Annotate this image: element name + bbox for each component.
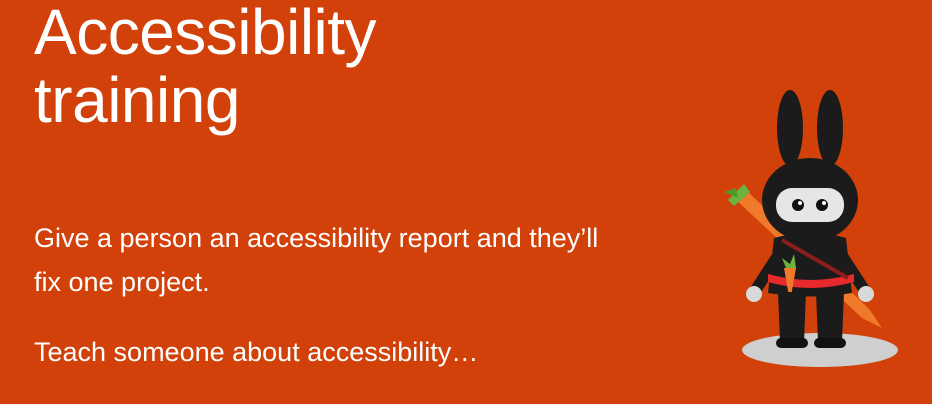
teaser-paragraph: Teach someone about accessibility…	[34, 337, 479, 367]
title-line-2: training	[34, 64, 240, 136]
ninja-bunny-mascot-icon	[724, 90, 898, 367]
intro-line-2: fix one project.	[34, 267, 210, 297]
title-line-1: Accessibility	[34, 0, 377, 68]
page-title: Accessibility training	[34, 0, 594, 134]
intro-line-1: Give a person an accessibility report an…	[34, 223, 599, 253]
intro-paragraph: Give a person an accessibility report an…	[34, 216, 694, 304]
front-carrot-icon	[782, 254, 796, 302]
